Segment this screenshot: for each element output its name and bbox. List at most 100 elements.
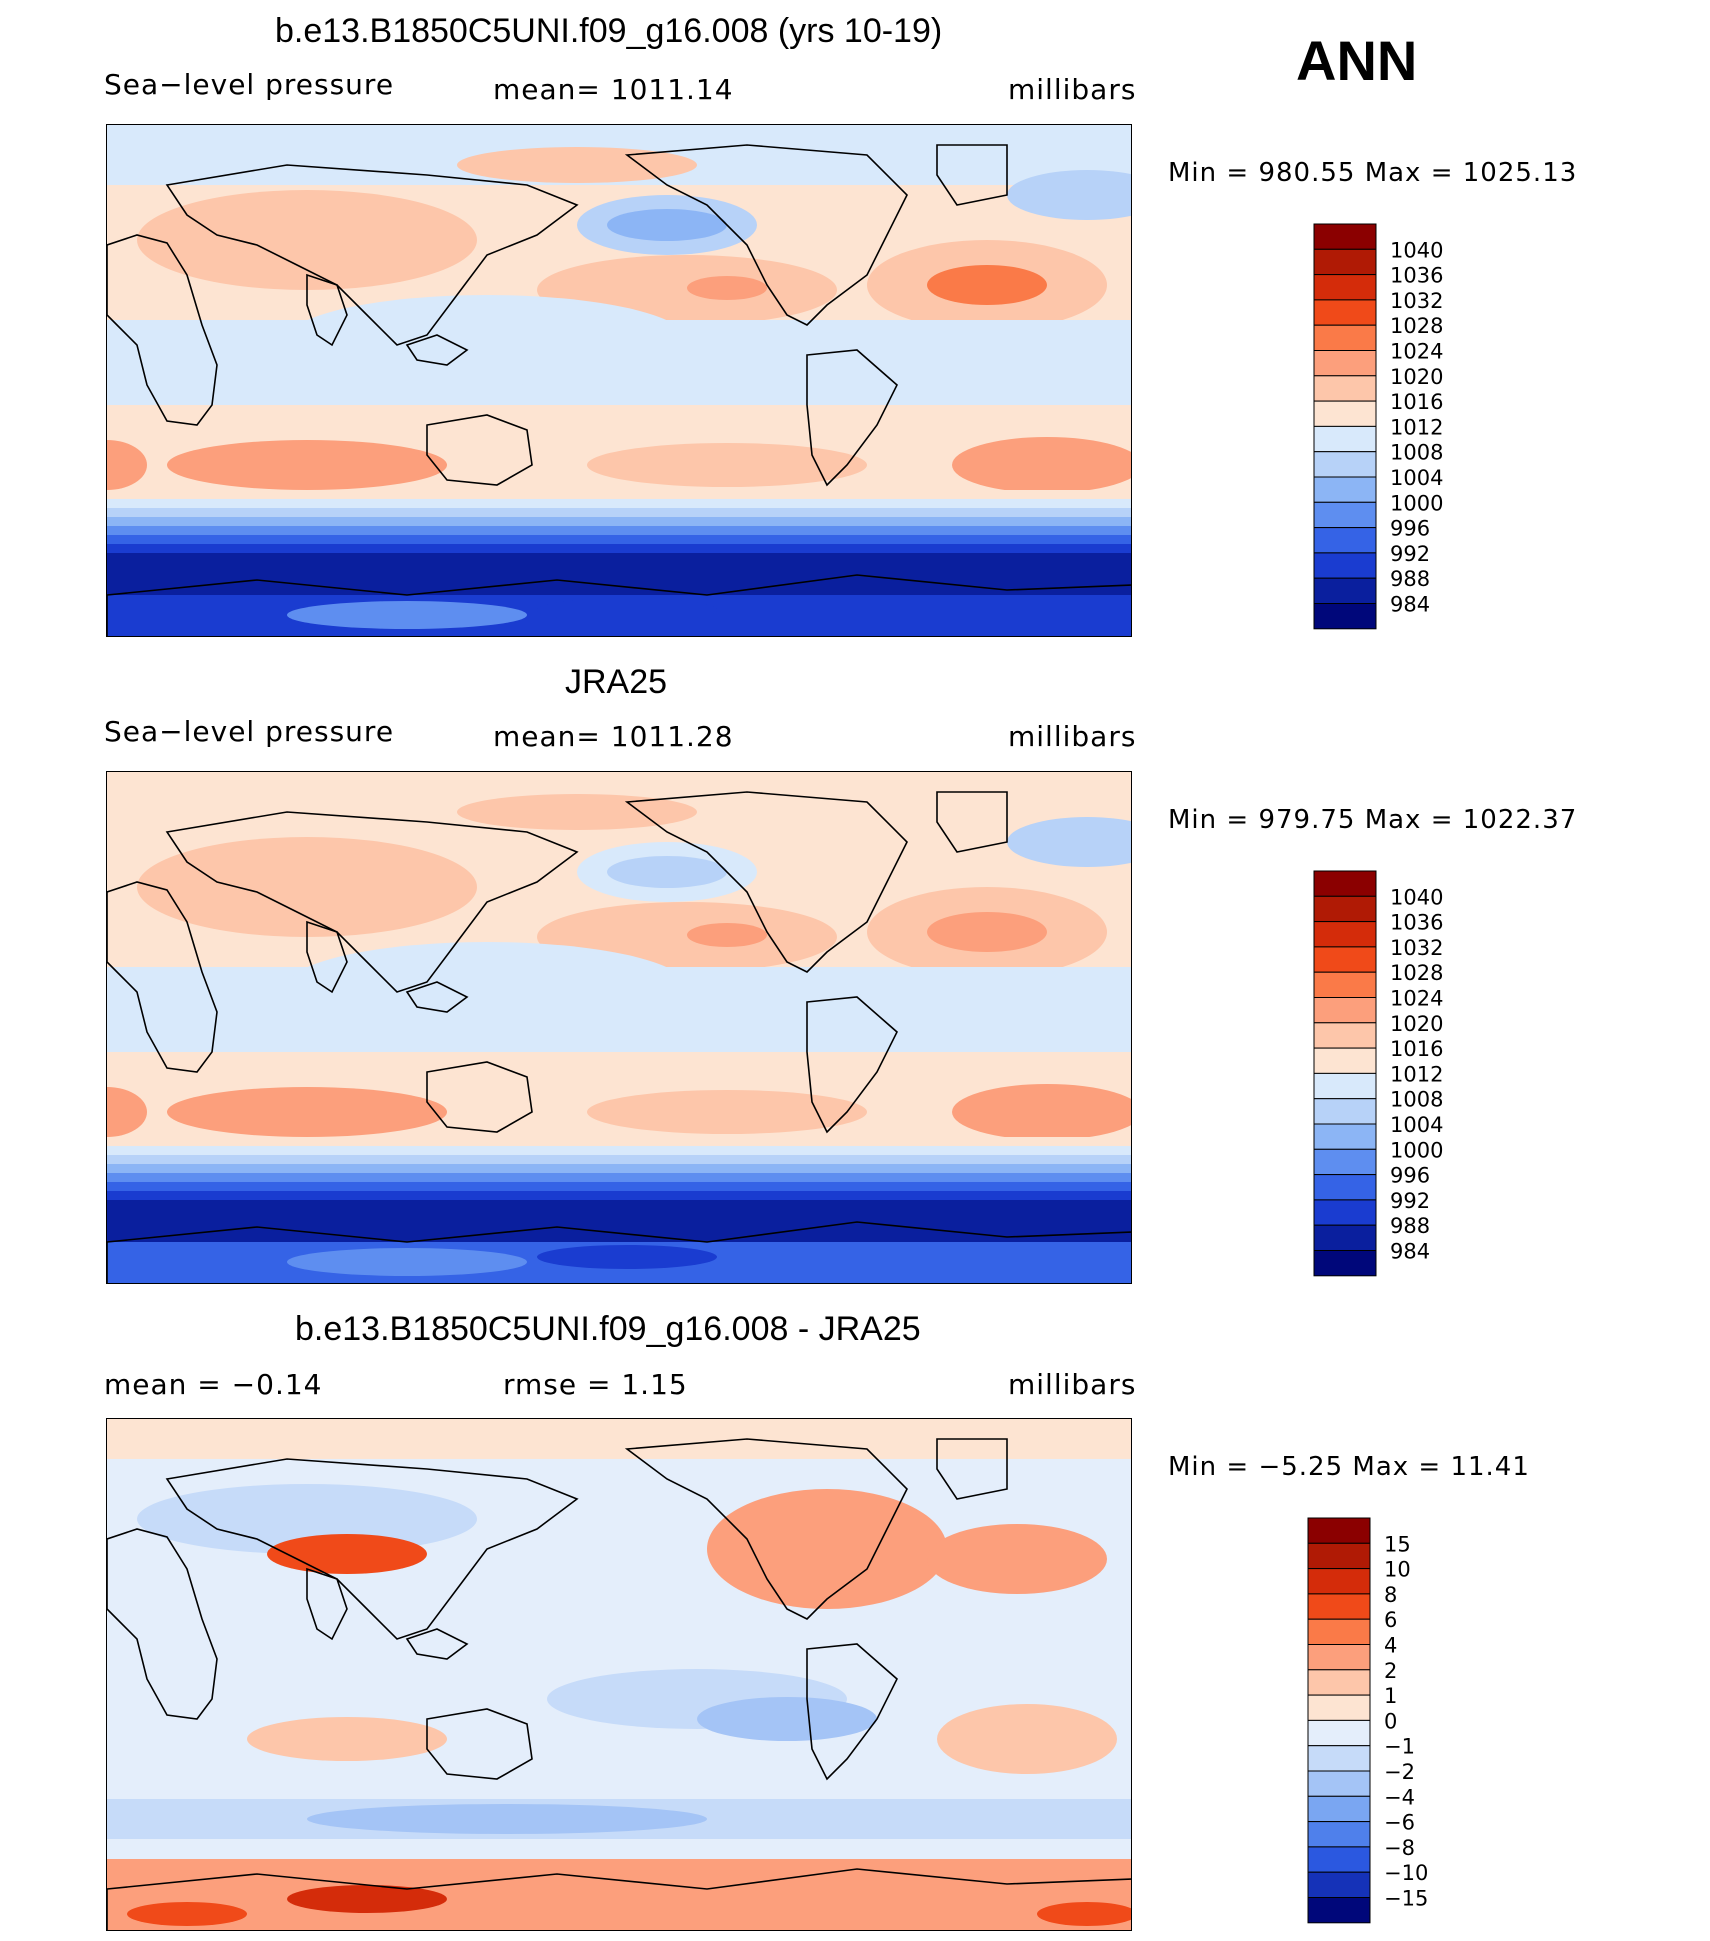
field-southern-band <box>107 517 1131 527</box>
field-antarctic-plateau <box>287 1248 527 1276</box>
colorbar-box-15 <box>1313 603 1377 630</box>
field-azores-high <box>927 912 1047 952</box>
field-icelandic-low <box>1007 817 1131 867</box>
field-southern-band <box>107 1173 1131 1183</box>
panel1-colorbar-svg: 1040103610321028102410201016101210081004… <box>1313 223 1443 630</box>
colorbar-level-label: 1016 <box>1390 1037 1443 1061</box>
colorbar-box-12 <box>1313 1174 1377 1201</box>
colorbar-level-label: 1008 <box>1390 1088 1443 1112</box>
panel3-colorbar: 15 10 8 6 4 2 1 0 −1 −2 −4 −6 −8 −10 −15 <box>1307 1517 1468 1924</box>
field-icelandic-low <box>1007 170 1131 220</box>
colorbar-box-10 <box>1313 1123 1377 1150</box>
colorbar-level-label: 1004 <box>1390 466 1443 490</box>
field-antarctic-plateau <box>537 598 717 622</box>
panel2-min-max: Min = 979.75 Max = 1022.37 <box>1168 805 1578 835</box>
colorbar-box-4 <box>1307 1618 1371 1645</box>
colorbar-box-11 <box>1313 501 1377 529</box>
field-south-atlantic-high <box>952 1084 1131 1140</box>
field-antarctica-high <box>127 1902 247 1926</box>
colorbar-box-0 <box>1307 1517 1371 1544</box>
colorbar-level-label: 10 <box>1384 1558 1411 1582</box>
colorbar-box-3 <box>1307 1593 1371 1620</box>
field-eurasia-low <box>137 1484 477 1554</box>
colorbar-level-label: 1020 <box>1390 1012 1443 1036</box>
colorbar-box-3 <box>1313 299 1377 326</box>
coastline <box>165 811 579 993</box>
field-arctic-high <box>457 794 697 830</box>
colorbar-level-label: −6 <box>1384 1811 1415 1835</box>
colorbar-box-0 <box>1313 870 1377 897</box>
colorbar-level-label: 1028 <box>1390 961 1443 985</box>
field-arctic-high <box>457 147 697 183</box>
panel2-units-label: millibars <box>1008 720 1137 753</box>
colorbar-box-6 <box>1307 1669 1371 1696</box>
field-southern-band <box>107 1155 1131 1165</box>
colorbar-level-label: 992 <box>1390 1189 1430 1213</box>
colorbar-box-7 <box>1313 400 1377 427</box>
field-south-pacific-high <box>587 1090 867 1134</box>
colorbar-level-label: 1 <box>1384 1684 1397 1708</box>
colorbar-box-13 <box>1313 1199 1377 1226</box>
colorbar-level-label: −1 <box>1384 1735 1415 1759</box>
colorbar-box-2 <box>1313 921 1377 948</box>
coastline <box>405 334 469 366</box>
panel2-map <box>106 771 1132 1284</box>
field-south-pacific-high <box>587 443 867 487</box>
panel3-map <box>106 1418 1132 1931</box>
field-southern-band <box>107 535 1131 545</box>
colorbar-box-1 <box>1313 248 1377 276</box>
field-antarctica-high <box>287 1885 447 1913</box>
colorbar-level-label: 1036 <box>1390 911 1443 935</box>
colorbar-level-label: 1004 <box>1390 1113 1443 1137</box>
colorbar-level-label: 1012 <box>1390 415 1443 439</box>
colorbar-box-12 <box>1307 1821 1371 1848</box>
field-southern-band <box>107 1146 1131 1156</box>
field-warm-pool <box>287 295 687 385</box>
field-aleutian-low <box>607 856 727 888</box>
field-southern-band <box>107 499 1131 509</box>
season-label: ANN <box>1296 29 1418 92</box>
field-azores-high <box>927 265 1047 305</box>
coastline <box>107 1868 1131 1930</box>
colorbar-level-label: 1012 <box>1390 1062 1443 1086</box>
field-siberian-high <box>137 190 477 290</box>
field-southern-band <box>107 526 1131 536</box>
field-southern-band <box>107 553 1131 563</box>
field-southern-band <box>107 1137 1131 1147</box>
colorbar-level-label: 984 <box>1390 1240 1430 1264</box>
field-southern-band <box>107 1191 1131 1201</box>
panel1-min-max: Min = 980.55 Max = 1025.13 <box>1168 158 1578 188</box>
colorbar-box-11 <box>1313 1148 1377 1176</box>
field-south-pacific <box>697 1697 877 1741</box>
coastline <box>107 1221 1131 1283</box>
field-north-atlantic <box>927 1524 1107 1594</box>
colorbar-box-13 <box>1313 552 1377 579</box>
coastline <box>624 144 908 326</box>
coastline <box>806 996 898 1134</box>
field-southern-band <box>107 1182 1131 1192</box>
colorbar-box-7 <box>1313 1047 1377 1074</box>
field-siberian-high <box>137 837 477 937</box>
panel1-map <box>106 124 1132 637</box>
colorbar-box-15 <box>1313 1250 1377 1277</box>
field-southern-band <box>107 1200 1131 1210</box>
field-tibet <box>267 1534 427 1574</box>
colorbar-level-label: 1008 <box>1390 441 1443 465</box>
panel1-units-label: millibars <box>1008 73 1137 106</box>
coastline <box>306 1567 348 1641</box>
colorbar-box-0 <box>1313 223 1377 250</box>
panel3-mean-label: mean = −0.14 <box>104 1368 323 1401</box>
panel3-units-label: millibars <box>1008 1368 1137 1401</box>
colorbar-box-5 <box>1307 1644 1371 1671</box>
coastline <box>107 881 218 1073</box>
field-south-indian <box>247 1717 447 1761</box>
coastline <box>936 791 1008 853</box>
colorbar-box-1 <box>1313 895 1377 923</box>
panel3-contour-plot <box>107 1419 1131 1930</box>
panel1-variable-label: Sea−level pressure <box>104 68 395 101</box>
colorbar-box-10 <box>1313 476 1377 503</box>
coastline <box>806 1643 898 1781</box>
panel2-variable-label: Sea−level pressure <box>104 715 395 748</box>
colorbar-box-11 <box>1307 1795 1371 1823</box>
